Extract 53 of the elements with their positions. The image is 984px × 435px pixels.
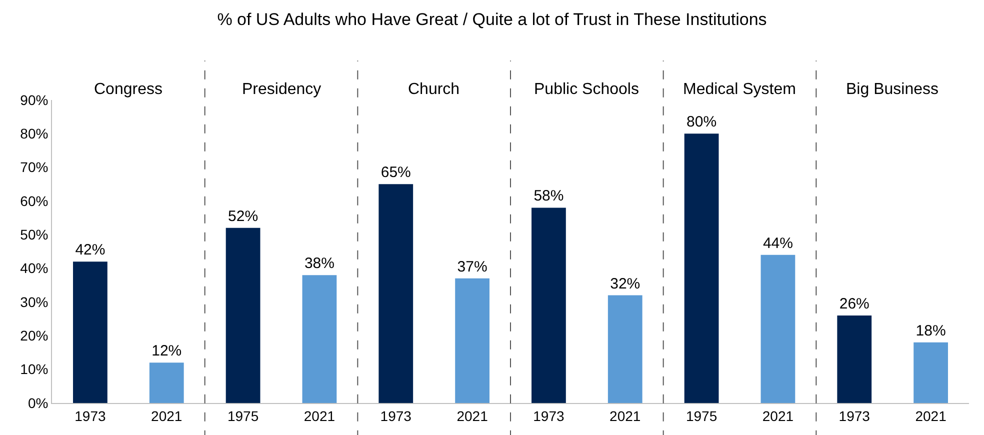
x-tick-label: 2021 (456, 408, 488, 424)
y-tick-label: 20% (20, 328, 48, 344)
data-label: 58% (534, 188, 564, 205)
x-tick-label: 1973 (380, 408, 412, 424)
bar (684, 134, 719, 403)
text: Presidency (242, 81, 322, 98)
text: Medical System (683, 81, 796, 98)
bar (455, 278, 490, 403)
y-tick-label: 80% (20, 126, 48, 142)
bar (532, 208, 566, 403)
chart-title: % of US Adults who Have Great / Quite a lot of Trust in These Institutions (217, 10, 767, 29)
bar (914, 342, 948, 403)
x-tick-label: 2021 (915, 408, 947, 424)
x-tick-label: 1973 (74, 408, 106, 424)
data-label: 52% (228, 208, 258, 225)
x-tick-label: 2021 (762, 408, 794, 424)
x-tick-label: 1975 (686, 408, 718, 424)
x-tick-label: 1973 (838, 408, 870, 424)
x-tick-label: 1973 (533, 408, 564, 424)
y-tick-label: 10% (20, 361, 48, 378)
bar (837, 315, 872, 403)
bar (760, 254, 796, 403)
y-tick-label: 50% (20, 226, 48, 243)
data-label: 38% (304, 255, 334, 272)
y-tick-label: 90% (20, 92, 48, 108)
data-label: 44% (762, 234, 793, 252)
bar (608, 295, 642, 403)
x-tick-label: 2021 (151, 408, 182, 424)
data-label: 80% (686, 114, 717, 131)
data-label: 12% (152, 342, 182, 360)
x-tick-label: 2021 (610, 408, 641, 424)
bar (149, 362, 184, 403)
y-tick-label: 60% (20, 192, 48, 209)
y-tick-label: 40% (20, 260, 48, 276)
x-tick-label: 2021 (304, 408, 336, 424)
data-label: 32% (610, 275, 640, 292)
y-tick-label: 70% (20, 159, 48, 176)
data-label: 37% (457, 258, 488, 276)
data-label: 18% (916, 322, 946, 340)
data-label: 42% (75, 242, 106, 259)
bar (302, 275, 337, 403)
text: Big Business (846, 81, 938, 98)
text: Public Schools (534, 81, 639, 98)
x-tick-label: 1975 (227, 408, 259, 424)
bar (73, 262, 108, 403)
bar (378, 184, 414, 403)
bar (226, 228, 260, 403)
data-label: 26% (839, 295, 870, 312)
y-tick-label: 30% (20, 294, 48, 310)
text: Congress (94, 81, 162, 98)
y-tick-label: 0% (28, 394, 48, 411)
data-label: 65% (380, 164, 411, 182)
text: Church (408, 81, 460, 98)
